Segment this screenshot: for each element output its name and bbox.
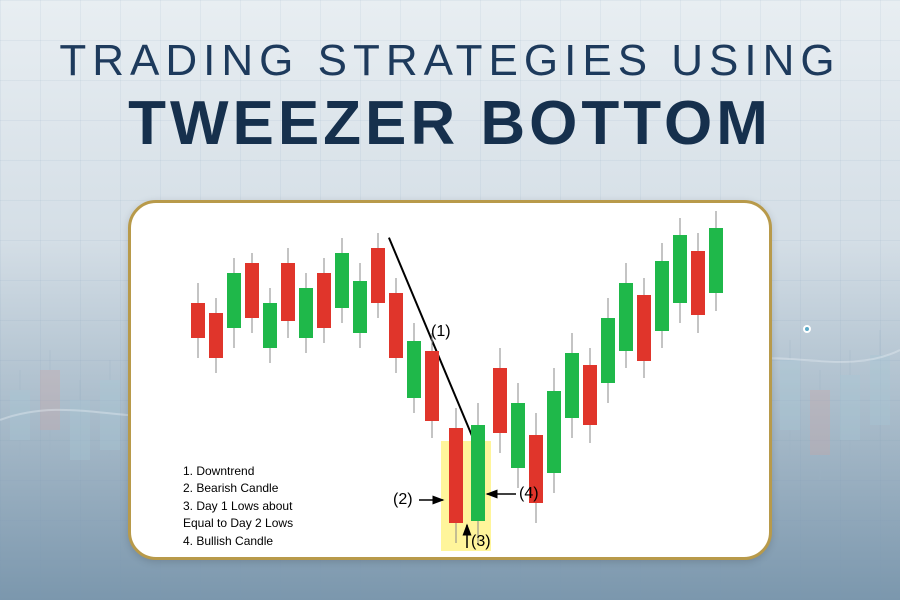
candle xyxy=(511,383,525,488)
title-line-1: TRADING STRATEGIES USING xyxy=(0,36,900,86)
candle xyxy=(471,403,485,543)
candle xyxy=(299,273,313,353)
annotation-number: (1) xyxy=(431,323,451,341)
legend-item: Equal to Day 2 Lows xyxy=(183,515,293,532)
title-line-2: TWEEZER BOTTOM xyxy=(0,88,900,159)
candle xyxy=(425,333,439,438)
candle xyxy=(601,298,615,403)
candle xyxy=(655,243,669,348)
candlestick-chart: (1) (2) (3) (4) 1. Downtrend2. Bearish Cand… xyxy=(131,203,769,557)
candle xyxy=(637,278,651,378)
candle xyxy=(449,408,463,543)
annotation-number: (2) xyxy=(393,491,413,509)
candle xyxy=(281,248,295,338)
candle xyxy=(493,348,507,453)
legend: 1. Downtrend2. Bearish Candle3. Day 1 Lo… xyxy=(183,463,293,550)
legend-item: 3. Day 1 Lows about xyxy=(183,498,293,515)
candle xyxy=(245,253,259,333)
candle xyxy=(209,298,223,373)
candle xyxy=(317,258,331,343)
candle xyxy=(389,278,403,373)
candle xyxy=(335,238,349,323)
candle xyxy=(583,348,597,443)
candle xyxy=(565,333,579,438)
candle xyxy=(353,263,367,348)
candle xyxy=(407,323,421,413)
annotation-number: (4) xyxy=(519,485,539,503)
candle xyxy=(371,233,385,318)
chart-panel: (1) (2) (3) (4) 1. Downtrend2. Bearish Cand… xyxy=(128,200,772,560)
candle xyxy=(673,218,687,323)
candle xyxy=(691,233,705,333)
legend-item: 2. Bearish Candle xyxy=(183,480,293,497)
candle xyxy=(191,283,205,358)
legend-item: 1. Downtrend xyxy=(183,463,293,480)
candle xyxy=(619,263,633,368)
annotation-number: (3) xyxy=(471,533,491,551)
candle xyxy=(529,413,543,523)
candle xyxy=(263,288,277,363)
candle xyxy=(227,258,241,348)
legend-item: 4. Bullish Candle xyxy=(183,533,293,550)
candle xyxy=(547,368,561,493)
title-block: TRADING STRATEGIES USING TWEEZER BOTTOM xyxy=(0,36,900,159)
background-marker-dot xyxy=(803,325,811,333)
candle xyxy=(709,211,723,311)
